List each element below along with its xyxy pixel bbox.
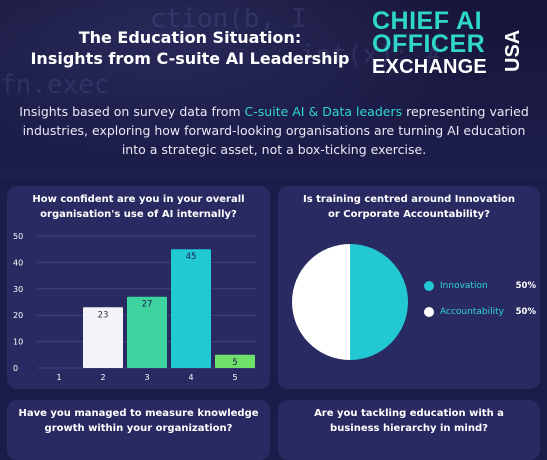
intro-highlight: C-suite AI & Data leaders bbox=[244, 104, 403, 119]
data-label-5: 5 bbox=[232, 358, 237, 368]
pie-slice-accountability bbox=[292, 244, 350, 360]
legend-value-accountability: 50% bbox=[515, 307, 536, 317]
knowledge-growth-card: Have you managed to measure knowledge gr… bbox=[7, 400, 270, 460]
data-label-3: 27 bbox=[142, 300, 153, 310]
confidence-chart-card: How confident are you in your overall or… bbox=[7, 186, 270, 389]
bar-4 bbox=[171, 249, 211, 368]
training-focus-card: Is training centred around Innovation or… bbox=[278, 186, 540, 389]
x-tick-label: 1 bbox=[56, 373, 61, 382]
legend-item-innovation: Innovation 50% bbox=[424, 281, 536, 291]
legend-item-accountability: Accountability 50% bbox=[424, 307, 536, 317]
pie-slice-innovation bbox=[350, 244, 408, 360]
brand-logo: CHIEF AI OFFICER EXCHANGE USA bbox=[372, 7, 532, 82]
y-tick-label: 50 bbox=[13, 232, 23, 241]
bar-2 bbox=[83, 307, 123, 368]
legend-label-innovation: Innovation bbox=[440, 281, 488, 291]
data-label-2: 23 bbox=[98, 310, 109, 320]
confidence-chart-title: How confident are you in your overall or… bbox=[32, 194, 245, 220]
y-tick-label: 0 bbox=[13, 364, 18, 373]
x-tick-label: 3 bbox=[144, 373, 149, 382]
legend-dot-accountability bbox=[424, 307, 434, 317]
x-tick-label: 5 bbox=[232, 373, 237, 382]
title-line-2: Insights from C-suite AI Leadership bbox=[30, 49, 350, 68]
y-tick-label: 10 bbox=[13, 338, 23, 347]
training-focus-pie-chart bbox=[292, 244, 408, 360]
data-label-4: 45 bbox=[186, 252, 197, 262]
legend-dot-innovation bbox=[424, 281, 434, 291]
business-hierarchy-title: Are you tackling education with a busine… bbox=[314, 408, 504, 434]
legend-value-innovation: 50% bbox=[515, 281, 536, 291]
y-tick-label: 20 bbox=[13, 311, 23, 320]
legend-label-accountability: Accountability bbox=[440, 307, 504, 317]
header-background: ction(b, I int(x); # fn.exec bbox=[0, 0, 547, 180]
bar-5 bbox=[215, 354, 255, 368]
logo-side-text: USA bbox=[502, 29, 524, 72]
y-tick-label: 40 bbox=[13, 258, 23, 267]
bar-3 bbox=[127, 296, 167, 368]
knowledge-growth-title: Have you managed to measure knowledge gr… bbox=[18, 408, 259, 434]
title-line-1: The Education Situation: bbox=[78, 28, 302, 47]
header: The Education Situation: Insights from C… bbox=[0, 0, 547, 92]
page-title: The Education Situation: Insights from C… bbox=[20, 27, 360, 69]
intro-text: Insights based on survey data from C-sui… bbox=[14, 102, 534, 159]
intro-part-2: representing varied industries, explorin… bbox=[22, 104, 529, 157]
x-tick-label: 2 bbox=[100, 373, 105, 382]
training-focus-title: Is training centred around Innovation or… bbox=[302, 194, 516, 220]
intro-part-1: Insights based on survey data from bbox=[19, 104, 245, 119]
logo-line-1: CHIEF AI bbox=[372, 7, 483, 35]
x-tick-label: 4 bbox=[188, 373, 193, 382]
y-tick-label: 30 bbox=[13, 285, 23, 294]
business-hierarchy-card: Are you tackling education with a busine… bbox=[278, 400, 540, 460]
logo-line-3: EXCHANGE bbox=[372, 56, 487, 78]
logo-line-2: OFFICER bbox=[372, 30, 486, 58]
